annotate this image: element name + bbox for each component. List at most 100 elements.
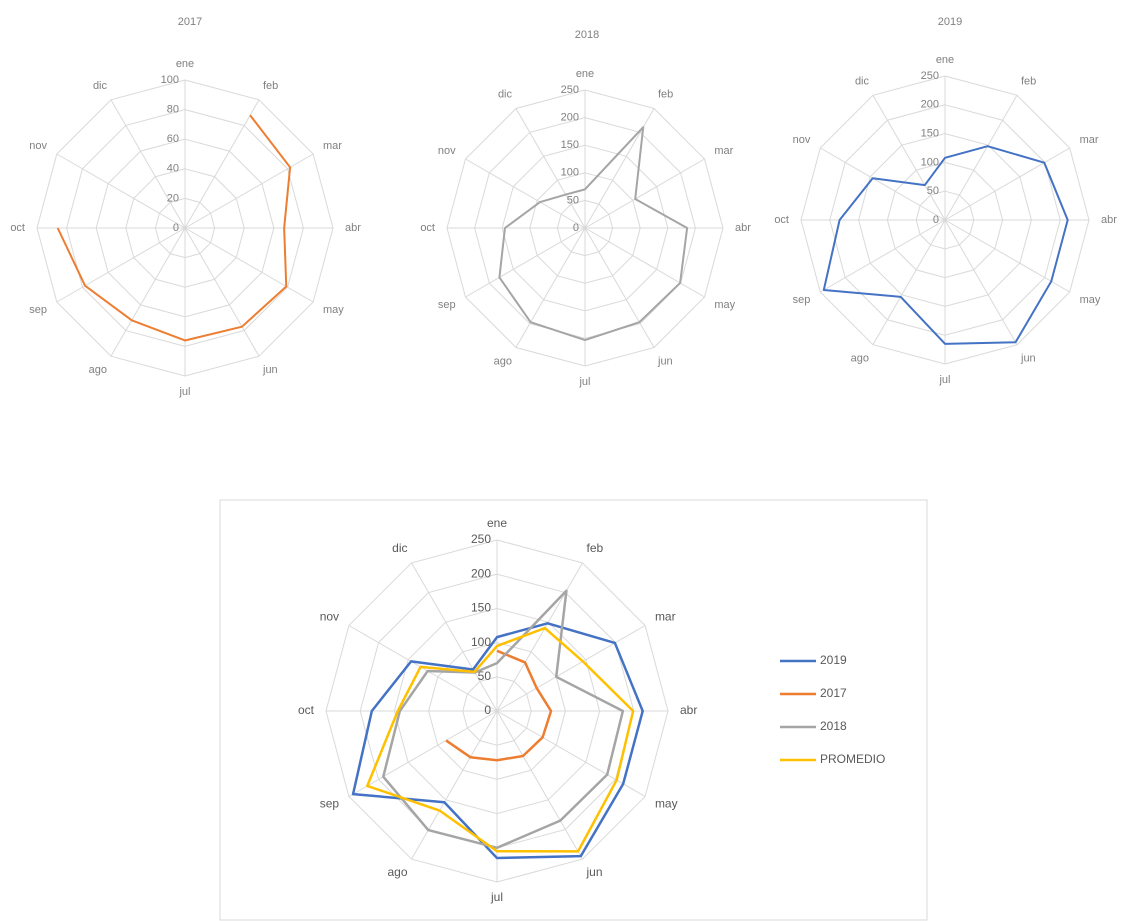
series-line (445, 649, 553, 762)
r-tick-label: 150 (921, 128, 939, 140)
category-label: ene (936, 54, 954, 66)
r-tick-label: 50 (567, 194, 579, 206)
spoke (465, 158, 586, 229)
category-label: abr (680, 703, 697, 717)
category-label: abr (735, 222, 751, 234)
legend-label: 2018 (820, 719, 847, 733)
spoke (411, 710, 498, 860)
spoke (184, 227, 314, 303)
chart-title: 2018 (575, 29, 599, 41)
legend-label: 2017 (820, 686, 847, 700)
category-label: oct (774, 214, 789, 226)
spoke (820, 219, 946, 293)
spoke (465, 227, 586, 298)
r-tick-label: 150 (471, 601, 491, 615)
spoke (184, 153, 314, 229)
r-tick-label: 100 (561, 167, 579, 179)
category-label: nov (793, 134, 811, 146)
spoke (584, 227, 655, 348)
legend-label: PROMEDIO (820, 752, 885, 766)
r-tick-label: 40 (167, 163, 179, 175)
category-label: dic (93, 80, 108, 92)
radar-chart: 2019 ene feb mar abr may jun jul ago sep oct nov dic… (774, 16, 1117, 386)
radar-chart: ene feb mar abr may jun jul ago sep oct nov dic 0 50 1… (298, 516, 885, 904)
spoke (944, 219, 1070, 293)
category-label: ene (487, 516, 507, 530)
spoke (515, 108, 586, 229)
r-tick-label: 250 (471, 532, 491, 546)
category-label: ene (176, 58, 194, 70)
spoke (496, 710, 583, 860)
category-label: abr (345, 222, 361, 234)
series-line (366, 626, 635, 853)
r-tick-label: 250 (561, 84, 579, 96)
spoke (184, 99, 260, 229)
r-tick-label: 100 (161, 74, 179, 86)
category-label: feb (658, 89, 673, 101)
spoke (110, 99, 186, 229)
r-tick-label: 50 (478, 669, 492, 683)
category-label: ago (851, 352, 869, 364)
category-label: oct (298, 703, 315, 717)
legend-label: 2019 (820, 653, 847, 667)
category-label: ago (494, 355, 512, 367)
category-label: mar (323, 140, 342, 152)
category-label: oct (420, 222, 435, 234)
category-label: may (323, 304, 344, 316)
category-label: nov (29, 140, 47, 152)
spoke (110, 227, 186, 357)
category-label: ago (89, 364, 107, 376)
category-label: dic (855, 75, 870, 87)
category-label: sep (793, 294, 811, 306)
category-label: sep (29, 304, 47, 316)
series-line (822, 145, 1069, 345)
spoke (348, 710, 498, 797)
category-label: nov (320, 610, 339, 624)
category-label: nov (438, 145, 456, 157)
spoke (584, 158, 705, 229)
r-tick-label: 80 (167, 104, 179, 116)
category-label: abr (1101, 214, 1117, 226)
r-tick-label: 50 (927, 185, 939, 197)
spoke (872, 219, 946, 345)
chart-title: 2019 (938, 16, 962, 28)
category-label: jul (578, 376, 590, 388)
radar-chart: 2017 ene feb mar abr may jun jul ago sep oct nov dic… (10, 16, 361, 398)
series-line (351, 622, 644, 860)
category-label: ago (387, 865, 407, 879)
chart-title: 2017 (178, 16, 202, 28)
spoke (515, 227, 586, 348)
r-tick-label: 0 (484, 703, 491, 717)
r-tick-label: 150 (561, 139, 579, 151)
r-tick-label: 0 (933, 214, 939, 226)
series-line (498, 126, 689, 342)
r-tick-label: 100 (921, 156, 939, 168)
category-label: may (714, 299, 735, 311)
series-line (56, 114, 292, 342)
r-tick-label: 0 (173, 222, 179, 234)
r-tick-label: 250 (921, 70, 939, 82)
r-tick-label: 200 (921, 99, 939, 111)
spoke (411, 562, 498, 712)
r-tick-label: 100 (471, 635, 491, 649)
r-tick-label: 20 (167, 192, 179, 204)
category-label: mar (655, 610, 676, 624)
spoke (944, 219, 1018, 345)
r-tick-label: 200 (561, 112, 579, 124)
category-label: may (1080, 294, 1101, 306)
spoke (184, 227, 260, 357)
chart-frame (219, 499, 928, 921)
spoke (872, 95, 946, 221)
category-label: feb (1021, 75, 1036, 87)
r-tick-label: 0 (573, 222, 579, 234)
spoke (56, 227, 186, 303)
category-label: ene (576, 68, 594, 80)
category-label: jul (490, 890, 503, 904)
category-label: jul (178, 386, 190, 398)
spoke (820, 147, 946, 221)
category-label: mar (1080, 134, 1099, 146)
category-label: may (655, 797, 678, 811)
spoke (56, 153, 186, 229)
